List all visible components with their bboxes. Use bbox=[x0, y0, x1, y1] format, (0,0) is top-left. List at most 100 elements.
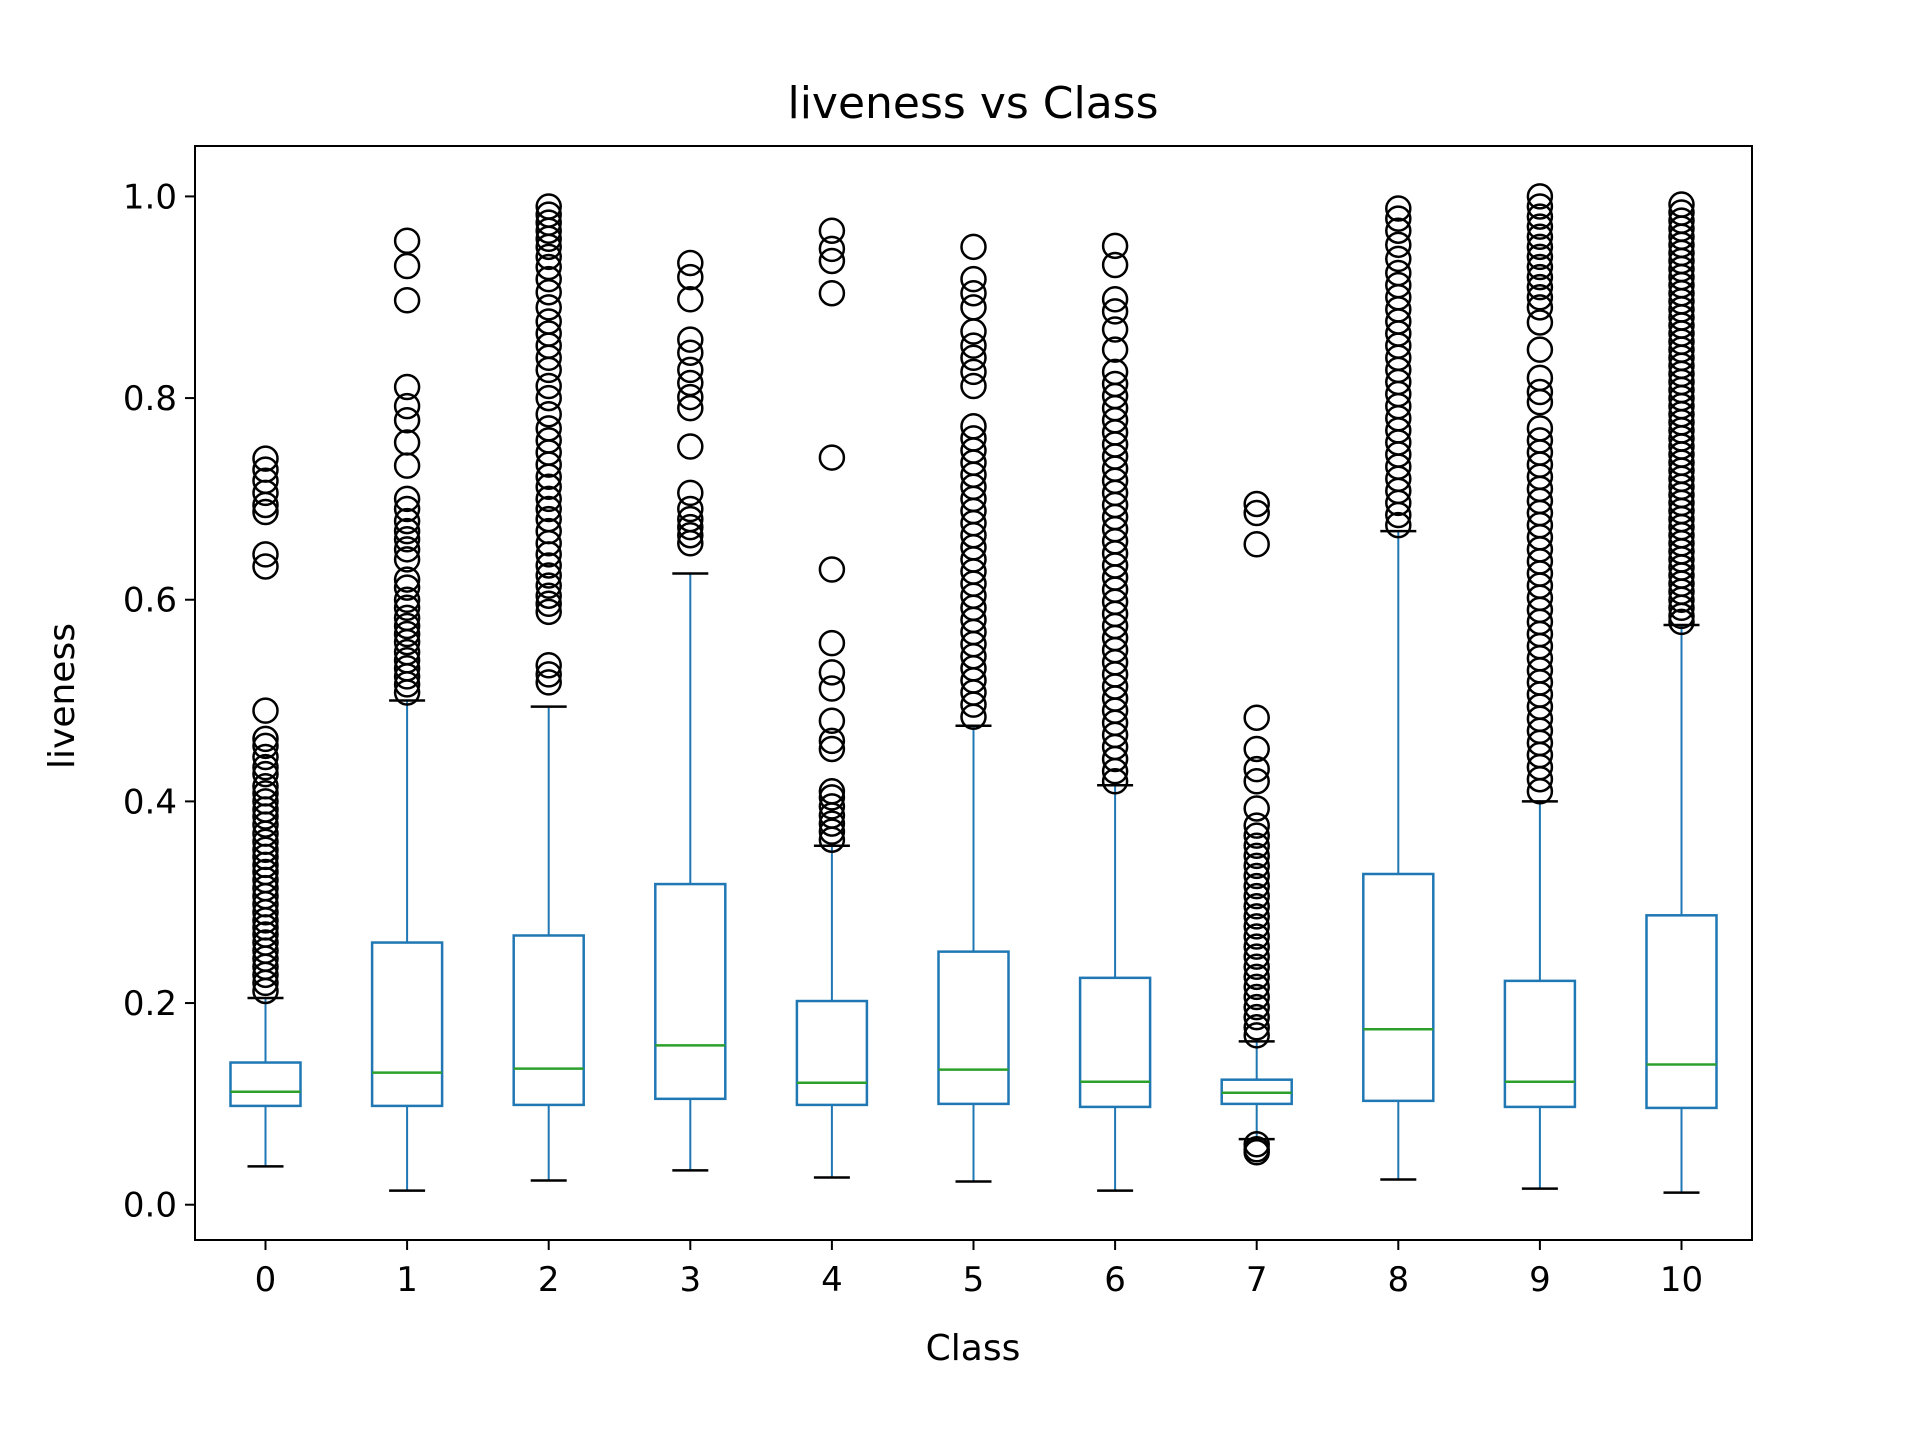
y-tick-label: 0.0 bbox=[123, 1186, 177, 1226]
flier-point bbox=[960, 358, 987, 386]
x-tick-label: 7 bbox=[1246, 1260, 1268, 1300]
flier-point bbox=[535, 552, 562, 579]
flier-point bbox=[960, 318, 987, 345]
flier-point bbox=[393, 594, 421, 622]
flier-point bbox=[1668, 586, 1695, 613]
flier-point bbox=[677, 286, 704, 313]
flier-point bbox=[1526, 378, 1554, 406]
flier-point bbox=[960, 691, 987, 718]
flier-point bbox=[1526, 213, 1554, 240]
flier-point bbox=[393, 507, 421, 535]
flier-point bbox=[252, 445, 279, 472]
flier-point bbox=[1526, 223, 1554, 250]
flier-point bbox=[818, 735, 846, 763]
flier-point bbox=[393, 612, 421, 640]
flier-point bbox=[1243, 842, 1270, 870]
flier-point bbox=[535, 356, 562, 384]
flier-point bbox=[1243, 933, 1270, 960]
flier-point bbox=[252, 541, 279, 568]
flier-point bbox=[535, 265, 562, 293]
flier-point bbox=[535, 344, 562, 371]
flier-point bbox=[818, 279, 846, 307]
flier-point bbox=[1243, 862, 1270, 890]
flier-point bbox=[535, 451, 562, 478]
flier-point bbox=[1243, 882, 1270, 910]
flier-point bbox=[1243, 531, 1270, 558]
flier-point bbox=[252, 969, 279, 997]
flier-point bbox=[1101, 316, 1129, 343]
flier-point bbox=[677, 326, 704, 353]
flier-point bbox=[535, 384, 562, 412]
flier-point bbox=[818, 675, 846, 702]
flier-point bbox=[252, 697, 279, 724]
flier-point bbox=[535, 590, 562, 618]
flier-point bbox=[1243, 490, 1270, 518]
flier-point bbox=[1101, 286, 1129, 313]
x-tick-label: 8 bbox=[1387, 1260, 1409, 1300]
x-tick-label: 9 bbox=[1529, 1260, 1551, 1300]
flier-point bbox=[1243, 963, 1270, 991]
x-tick-label: 0 bbox=[255, 1260, 277, 1300]
flier-point bbox=[393, 495, 421, 523]
flier-point bbox=[535, 473, 562, 501]
flier-point bbox=[1243, 755, 1270, 783]
flier-point bbox=[818, 727, 846, 755]
flier-point bbox=[818, 444, 846, 471]
flier-point bbox=[393, 671, 421, 698]
flier-point bbox=[1243, 795, 1270, 822]
flier-point bbox=[1668, 594, 1695, 622]
flier-point bbox=[535, 294, 562, 321]
x-tick-label: 1 bbox=[396, 1260, 418, 1300]
flier-point bbox=[818, 818, 846, 845]
flier-point bbox=[960, 279, 987, 307]
flier-point bbox=[1101, 251, 1129, 279]
flier-point bbox=[1243, 953, 1270, 981]
flier-point bbox=[252, 961, 279, 989]
flier-point bbox=[960, 294, 987, 321]
flier-point bbox=[393, 525, 421, 553]
flier-point bbox=[535, 582, 562, 609]
flier-point bbox=[818, 784, 846, 811]
flier-point bbox=[252, 899, 279, 926]
flier-point bbox=[677, 263, 704, 291]
x-tick-label: 5 bbox=[963, 1260, 985, 1300]
flier-point bbox=[252, 732, 279, 760]
box-iqr bbox=[1503, 979, 1577, 1109]
flier-point bbox=[1385, 511, 1412, 539]
flier-point bbox=[1385, 231, 1412, 259]
flier-point bbox=[393, 373, 421, 401]
flier-point bbox=[1526, 309, 1554, 336]
flier-point bbox=[252, 553, 279, 580]
flier-point bbox=[1101, 232, 1129, 260]
box-iqr bbox=[1362, 872, 1435, 1103]
flier-point bbox=[1243, 983, 1270, 1011]
flier-point bbox=[677, 479, 704, 507]
flier-point bbox=[393, 574, 421, 601]
chart-title: liveness vs Class bbox=[787, 78, 1158, 129]
flier-point bbox=[677, 513, 704, 541]
flier-point bbox=[677, 339, 704, 366]
flier-point bbox=[1243, 1003, 1270, 1031]
flier-point bbox=[535, 495, 562, 523]
flier-point bbox=[393, 452, 421, 479]
flier-point bbox=[252, 479, 279, 507]
flier-point bbox=[1101, 745, 1129, 773]
flier-point bbox=[535, 463, 562, 490]
flier-point bbox=[535, 278, 562, 306]
flier-point bbox=[535, 572, 562, 599]
flier-point bbox=[1243, 812, 1270, 839]
flier-point bbox=[1243, 923, 1270, 950]
flier-point bbox=[393, 392, 421, 420]
flier-point bbox=[1101, 298, 1129, 325]
flier-point bbox=[1526, 263, 1554, 291]
flier-point bbox=[393, 586, 421, 613]
box-iqr bbox=[229, 1061, 302, 1108]
flier-point bbox=[960, 344, 987, 371]
flier-point bbox=[535, 661, 562, 688]
flier-point bbox=[252, 498, 279, 526]
flier-point bbox=[535, 541, 562, 568]
flier-point bbox=[393, 628, 421, 656]
flier-point bbox=[393, 252, 421, 280]
flier-point bbox=[818, 826, 846, 853]
flier-point bbox=[1243, 1139, 1270, 1166]
